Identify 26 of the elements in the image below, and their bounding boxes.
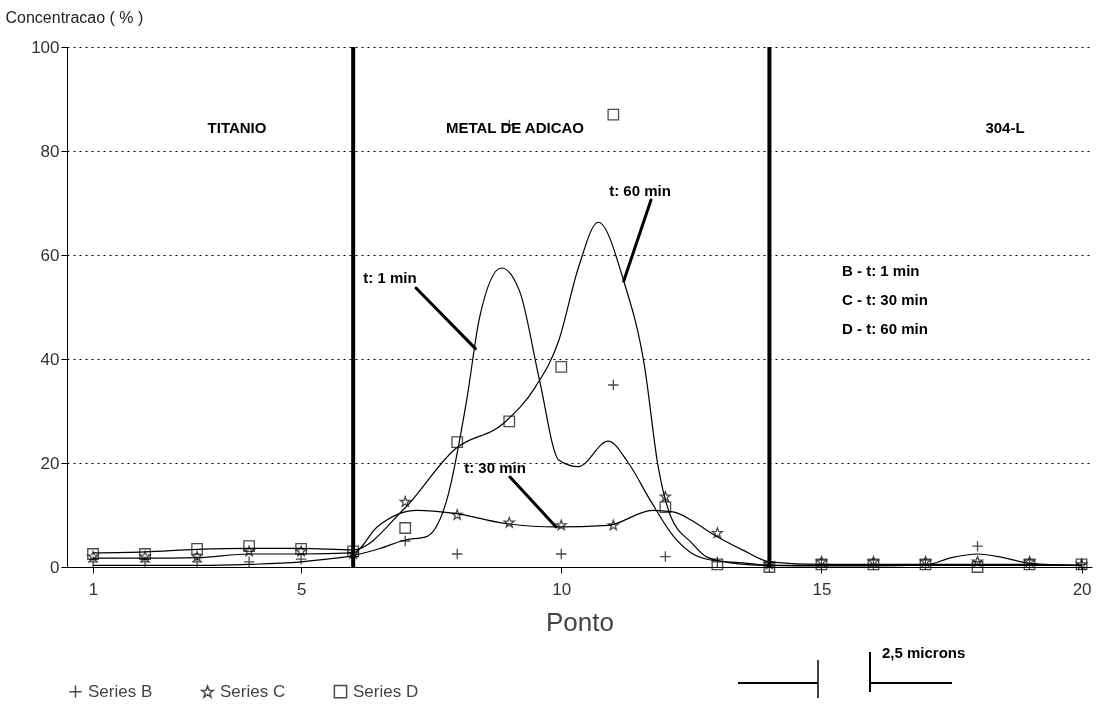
x-tick-label: 10 [552, 579, 572, 599]
x-axis-title: Ponto [546, 606, 614, 637]
y-tick-label: 60 [40, 245, 60, 265]
annotation: METAL DE ADICAO [445, 119, 585, 136]
annotation: t: 60 min [609, 182, 671, 199]
annotation: 304-L [985, 119, 1025, 136]
x-tick-label: 15 [812, 579, 832, 599]
annotation: D - t: 60 min [842, 320, 928, 337]
scale-bar: 2,5 microns [730, 630, 1030, 705]
annotation: B - t: 1 min [842, 262, 920, 279]
y-axis-title: Concentracao ( % ) [5, 8, 144, 26]
y-tick-label: 80 [40, 141, 60, 161]
y-tick-label: 20 [40, 453, 60, 473]
annotation: C - t: 30 min [842, 291, 928, 308]
x-tick-label: 20 [1072, 579, 1092, 599]
legend-label: Series D [353, 681, 419, 701]
x-tick-label: 1 [88, 579, 99, 599]
y-tick-label: 100 [31, 37, 60, 57]
x-tick-label: 5 [296, 579, 307, 599]
annotation: t: 1 min [363, 269, 417, 286]
legend-label: Series C [220, 682, 286, 702]
annotation: TITANIO [207, 119, 267, 136]
y-tick-label: 40 [40, 349, 60, 369]
legend-label: Series B [88, 681, 153, 701]
annotation: t: 30 min [464, 459, 526, 476]
y-tick-label: 0 [50, 557, 60, 577]
